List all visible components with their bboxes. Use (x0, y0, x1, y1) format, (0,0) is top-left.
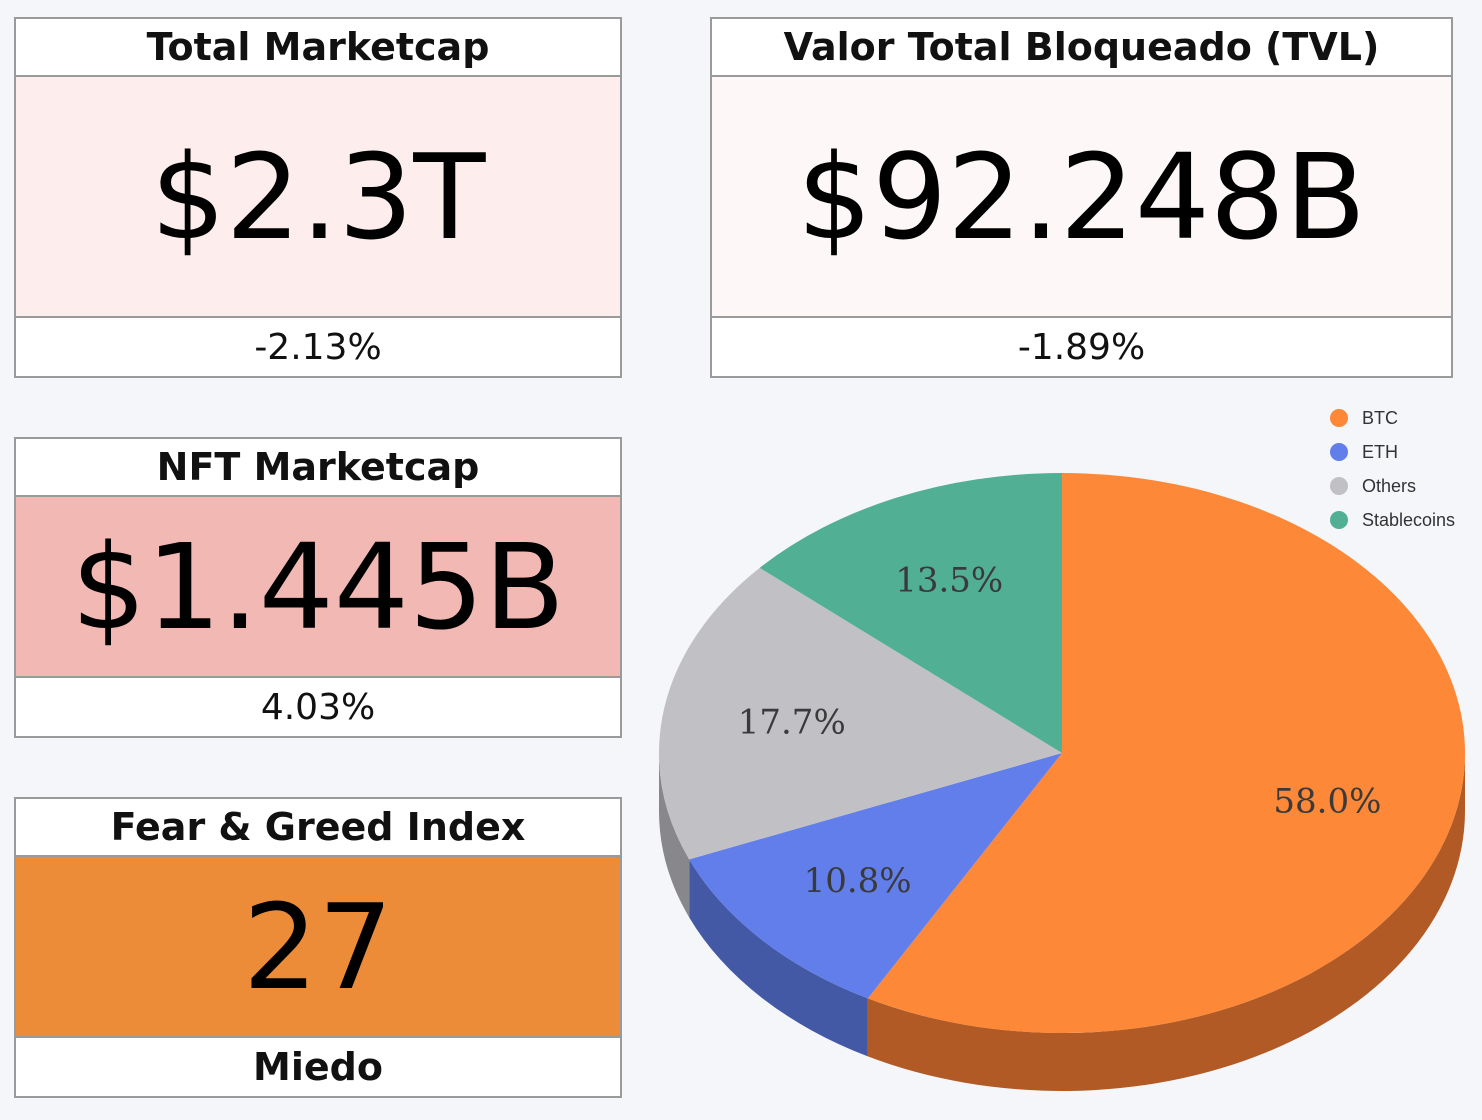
pie-slice-stablecoins[interactable] (759, 473, 1062, 753)
fear-greed-title: Fear & Greed Index (16, 799, 620, 857)
legend-marker-btc (1330, 409, 1348, 427)
pie-slice-eth[interactable] (689, 753, 1062, 999)
pie-slice-others[interactable] (659, 567, 1062, 860)
fear-greed-label: Miedo (16, 1038, 620, 1096)
total-marketcap-value: $2.3T (16, 77, 620, 318)
nft-marketcap-change: 4.03% (16, 678, 620, 736)
fear-greed-card: Fear & Greed Index 27 Miedo (14, 797, 622, 1098)
total-marketcap-change: -2.13% (16, 318, 620, 376)
pie-side-others (659, 753, 690, 918)
pie-label-stablecoins: 13.5% (895, 560, 1003, 600)
legend-marker-eth (1330, 443, 1348, 461)
pie-label-eth: 10.8% (804, 861, 912, 901)
pie-label-btc: 58.0% (1273, 781, 1381, 821)
fear-greed-value: 27 (16, 857, 620, 1038)
pie-slice-btc[interactable] (867, 473, 1465, 1033)
tvl-title: Valor Total Bloqueado (TVL) (712, 19, 1451, 77)
tvl-change: -1.89% (712, 318, 1451, 376)
pie-chart-svg: 58.0% 10.8% 17.7% 13.5% BTC ETH Others Stableco… (659, 408, 1465, 1091)
legend-marker-others (1330, 477, 1348, 495)
legend-label-eth[interactable]: ETH (1362, 442, 1398, 462)
legend-marker-stablecoins (1330, 511, 1348, 529)
nft-marketcap-card: NFT Marketcap $1.445B 4.03% (14, 437, 622, 738)
dominance-pie-chart: 58.0% 10.8% 17.7% 13.5% BTC ETH Others Stableco… (640, 395, 1482, 1120)
tvl-card: Valor Total Bloqueado (TVL) $92.248B -1.… (710, 17, 1453, 378)
pie-side-eth (689, 859, 868, 1057)
nft-marketcap-title: NFT Marketcap (16, 439, 620, 497)
total-marketcap-title: Total Marketcap (16, 19, 620, 77)
nft-marketcap-value: $1.445B (16, 497, 620, 678)
pie-side-btc (867, 753, 1465, 1091)
legend-label-stablecoins[interactable]: Stablecoins (1362, 510, 1455, 530)
legend-label-others[interactable]: Others (1362, 476, 1416, 496)
total-marketcap-card: Total Marketcap $2.3T -2.13% (14, 17, 622, 378)
legend-label-btc[interactable]: BTC (1362, 408, 1398, 428)
pie-label-others: 17.7% (738, 702, 846, 742)
tvl-value: $92.248B (712, 77, 1451, 318)
